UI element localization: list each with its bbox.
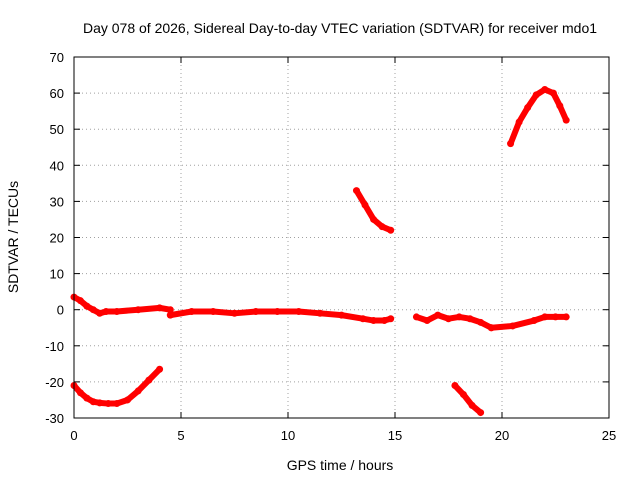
data-point xyxy=(359,315,367,323)
data-point xyxy=(370,215,378,223)
data-point xyxy=(102,308,110,316)
data-point xyxy=(104,400,112,408)
data-point xyxy=(134,387,142,395)
data-point xyxy=(459,391,467,399)
data-point xyxy=(124,396,131,404)
data-point xyxy=(83,302,91,310)
data-point xyxy=(509,322,517,330)
data-point xyxy=(466,315,474,323)
data-point xyxy=(76,389,84,397)
data-point xyxy=(209,308,217,316)
data-point xyxy=(556,102,564,110)
data-point xyxy=(166,311,174,319)
data-point xyxy=(552,313,559,321)
data-point xyxy=(370,317,378,325)
data-point xyxy=(562,116,570,124)
data-point xyxy=(451,382,459,390)
data-point xyxy=(188,308,196,316)
y-tick-label: 40 xyxy=(50,158,64,173)
x-tick-label: 25 xyxy=(602,428,616,443)
y-tick-label: 0 xyxy=(57,303,64,318)
data-point xyxy=(89,306,97,314)
series-track-6 xyxy=(451,382,484,416)
y-tick-label: -10 xyxy=(45,339,64,354)
data-point xyxy=(134,306,142,314)
data-point xyxy=(231,309,238,317)
data-point xyxy=(156,365,164,373)
data-point xyxy=(96,399,104,407)
y-tick-label: 70 xyxy=(50,50,64,65)
data-point xyxy=(477,318,485,326)
chart-title: Day 078 of 2026, Sidereal Day-to-day VTE… xyxy=(83,20,597,36)
data-point xyxy=(524,104,532,112)
data-point xyxy=(96,309,104,317)
data-point xyxy=(455,313,463,321)
data-point xyxy=(532,91,540,99)
data-point xyxy=(378,223,386,231)
data-point xyxy=(338,311,345,319)
y-axis-label: SDTVAR / TECUs xyxy=(5,181,21,293)
data-point xyxy=(156,304,164,312)
data-point xyxy=(412,313,420,321)
y-tick-label: 60 xyxy=(50,86,64,101)
data-series xyxy=(70,85,570,417)
y-tick-label: -20 xyxy=(45,375,64,390)
data-point xyxy=(113,400,121,408)
data-point xyxy=(89,398,97,406)
series-track-4 xyxy=(353,187,394,234)
data-point xyxy=(113,308,121,316)
data-point xyxy=(423,317,431,325)
data-point xyxy=(445,315,452,323)
x-tick-label: 0 xyxy=(70,428,77,443)
y-tick-label: 50 xyxy=(50,122,64,137)
data-point xyxy=(273,308,281,316)
data-point xyxy=(352,187,360,195)
data-point xyxy=(541,85,549,93)
x-tick-label: 15 xyxy=(388,428,402,443)
data-point xyxy=(387,315,395,323)
data-point xyxy=(562,313,570,321)
data-point xyxy=(145,376,153,384)
data-point xyxy=(76,297,84,305)
data-point xyxy=(549,89,557,97)
data-point xyxy=(166,306,174,314)
x-tick-label: 10 xyxy=(281,428,295,443)
data-point xyxy=(434,311,442,319)
data-point xyxy=(361,201,369,209)
y-tick-label: 10 xyxy=(50,267,64,282)
data-point xyxy=(541,313,549,321)
x-tick-label: 5 xyxy=(177,428,184,443)
y-tick-label: 20 xyxy=(50,231,64,246)
data-point xyxy=(387,226,395,234)
x-tick-label: 20 xyxy=(495,428,509,443)
data-point xyxy=(468,401,476,409)
data-point xyxy=(295,308,303,316)
grid xyxy=(74,57,609,418)
axis-ticks: 0 5 10 15 20 25 -30 -20 -10 0 10 20 30 40 50 60 70 xyxy=(45,50,616,443)
data-point xyxy=(83,394,91,402)
data-point xyxy=(252,308,260,316)
data-point xyxy=(487,324,495,332)
y-tick-label: -30 xyxy=(45,411,64,426)
data-point xyxy=(515,118,523,126)
data-point xyxy=(507,140,515,148)
data-point xyxy=(477,409,485,417)
data-point xyxy=(380,317,388,325)
x-axis-label: GPS time / hours xyxy=(287,457,394,473)
y-tick-label: 30 xyxy=(50,194,64,209)
data-point xyxy=(316,309,324,317)
data-point xyxy=(530,317,538,325)
